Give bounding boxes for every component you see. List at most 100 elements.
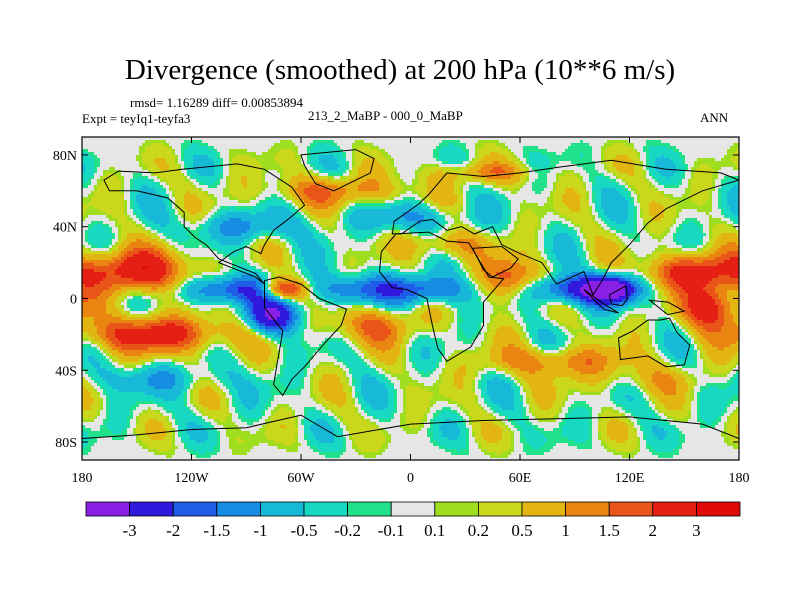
field-cell [181, 161, 185, 165]
field-cell [463, 191, 467, 195]
field-cell [691, 179, 695, 183]
field-cell [481, 137, 485, 141]
field-cell [424, 188, 428, 192]
field-cell [469, 173, 473, 177]
field-cell [256, 158, 260, 162]
field-cell [589, 149, 593, 153]
field-cell [697, 152, 701, 156]
field-cell [448, 188, 452, 192]
field-cell [436, 152, 440, 156]
field-cell [490, 158, 494, 162]
field-cell [184, 137, 188, 141]
field-cell [565, 158, 569, 162]
field-cell [157, 146, 161, 150]
field-cell [439, 173, 443, 177]
field-cell [607, 179, 611, 183]
field-cell [373, 176, 377, 180]
field-cell [529, 191, 533, 195]
field-cell [217, 179, 221, 183]
field-cell [358, 155, 362, 159]
field-cell [508, 137, 512, 141]
field-cell [718, 194, 722, 198]
field-cell [715, 170, 719, 174]
field-cell [613, 164, 617, 168]
field-cell [562, 185, 566, 189]
field-cell [91, 146, 95, 150]
field-cell [358, 194, 362, 198]
field-cell [511, 173, 515, 177]
field-cell [559, 146, 563, 150]
field-cell [547, 179, 551, 183]
field-cell [628, 191, 632, 195]
field-cell [169, 155, 173, 159]
field-cell [379, 152, 383, 156]
field-cell [316, 179, 320, 183]
field-cell [130, 167, 134, 171]
field-cell [577, 140, 581, 144]
field-cell [622, 143, 626, 147]
field-cell [571, 140, 575, 144]
field-cell [208, 197, 212, 201]
field-cell [352, 185, 356, 189]
field-cell [121, 182, 125, 186]
field-cell [679, 152, 683, 156]
field-cell [100, 143, 104, 147]
field-cell [622, 194, 626, 198]
field-cell [502, 161, 506, 165]
field-cell [547, 149, 551, 153]
field-cell [184, 200, 188, 204]
field-cell [196, 173, 200, 177]
field-cell [619, 152, 623, 156]
field-cell [592, 152, 596, 156]
field-cell [493, 176, 497, 180]
field-cell [412, 164, 416, 168]
field-cell [325, 167, 329, 171]
field-cell [556, 176, 560, 180]
field-cell [673, 167, 677, 171]
field-cell [577, 164, 581, 168]
field-cell [232, 182, 236, 186]
field-cell [649, 191, 653, 195]
field-cell [139, 182, 143, 186]
field-cell [271, 143, 275, 147]
field-cell [220, 158, 224, 162]
field-cell [352, 137, 356, 141]
field-cell [214, 158, 218, 162]
field-cell [415, 188, 419, 192]
field-cell [496, 152, 500, 156]
field-cell [433, 137, 437, 141]
field-cell [235, 170, 239, 174]
field-cell [604, 191, 608, 195]
field-cell [202, 167, 206, 171]
field-cell [241, 146, 245, 150]
field-cell [520, 137, 524, 141]
field-cell [253, 152, 257, 156]
field-cell [598, 143, 602, 147]
field-cell [337, 191, 341, 195]
field-cell [298, 161, 302, 165]
field-cell [523, 200, 527, 204]
field-cell [331, 191, 335, 195]
field-cell [277, 203, 281, 207]
field-cell [388, 149, 392, 153]
field-cell [529, 182, 533, 186]
field-cell [586, 194, 590, 198]
field-cell [403, 140, 407, 144]
field-cell [394, 161, 398, 165]
field-cell [697, 167, 701, 171]
field-cell [484, 137, 488, 141]
field-cell [409, 191, 413, 195]
field-cell [235, 173, 239, 177]
field-cell [730, 173, 734, 177]
field-cell [508, 152, 512, 156]
field-cell [232, 158, 236, 162]
field-cell [106, 200, 110, 204]
field-cell [691, 146, 695, 150]
field-cell [721, 146, 725, 150]
field-cell [322, 173, 326, 177]
field-cell [196, 152, 200, 156]
field-cell [685, 170, 689, 174]
field-cell [415, 170, 419, 174]
field-cell [412, 152, 416, 156]
field-cell [676, 140, 680, 144]
